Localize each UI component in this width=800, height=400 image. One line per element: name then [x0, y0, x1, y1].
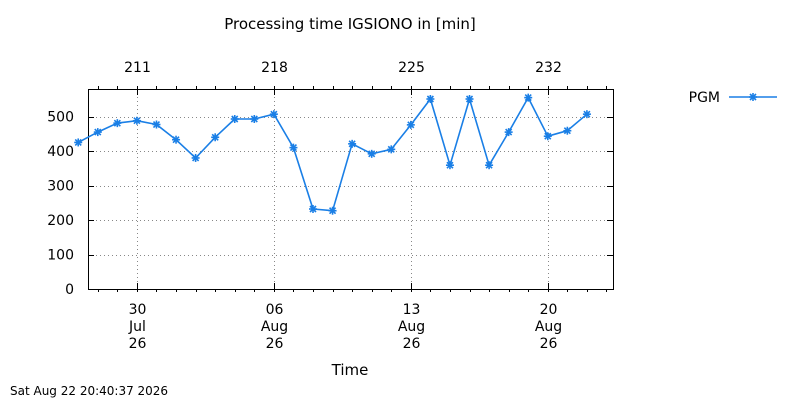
x-axis-label: Time	[331, 361, 369, 379]
legend-marker	[749, 93, 757, 101]
x-axis-top: 211 218 225 232	[98, 60, 607, 95]
x-top-tick-label: 232	[535, 60, 562, 76]
data-point	[328, 206, 337, 215]
data-point	[524, 93, 533, 102]
grid	[88, 89, 613, 289]
data-point	[387, 145, 396, 154]
data-point	[230, 115, 239, 123]
data-point	[132, 116, 141, 125]
y-tick-label: 500	[47, 110, 74, 126]
data-point	[172, 135, 181, 144]
y-tick-label: 400	[47, 144, 74, 160]
x-tick-label: 30 Jul 26	[128, 302, 146, 352]
data-point	[445, 161, 454, 170]
x-top-tick-label: 225	[398, 60, 425, 76]
data-point	[269, 110, 278, 119]
data-point	[74, 138, 83, 147]
plot-border	[88, 89, 614, 290]
x-tick-label: 20 Aug 26	[535, 302, 562, 352]
data-point	[582, 110, 591, 119]
data-point	[543, 132, 552, 141]
data-point	[563, 126, 572, 135]
data-point	[348, 139, 357, 148]
data-point	[406, 120, 415, 129]
chart-title: Processing time IGSIONO in [min]	[224, 15, 476, 33]
timestamp: Sat Aug 22 20:40:37 2026	[10, 384, 168, 398]
data-point	[465, 95, 474, 103]
data-point	[485, 161, 494, 170]
series-line-pgm	[77, 96, 588, 212]
data-point	[93, 128, 102, 137]
x-tick-label: 13 Aug 26	[398, 302, 425, 352]
y-axis: 0 100 200 300 400 500	[47, 110, 613, 298]
data-point	[426, 95, 435, 103]
data-point	[367, 149, 376, 158]
legend: PGM	[689, 90, 777, 106]
x-top-tick-label: 218	[261, 60, 288, 76]
x-tick-label: 06 Aug 26	[261, 302, 288, 352]
legend-label: PGM	[689, 90, 720, 106]
y-tick-label: 0	[65, 282, 74, 298]
y-tick-label: 300	[47, 179, 74, 195]
data-point	[191, 153, 200, 162]
y-tick-label: 200	[47, 213, 74, 229]
data-point	[309, 205, 317, 213]
data-point	[113, 119, 122, 128]
x-axis-bottom: 30 Jul 26 06 Aug 26 13 Aug 26 20 Aug 26	[98, 283, 607, 352]
y-tick-label: 100	[47, 248, 74, 264]
x-top-tick-label: 211	[124, 60, 151, 76]
data-point	[289, 143, 298, 152]
series-layer	[74, 93, 591, 215]
data-point	[250, 115, 259, 123]
data-point	[504, 128, 513, 137]
data-point	[152, 120, 161, 129]
data-point	[211, 133, 220, 142]
